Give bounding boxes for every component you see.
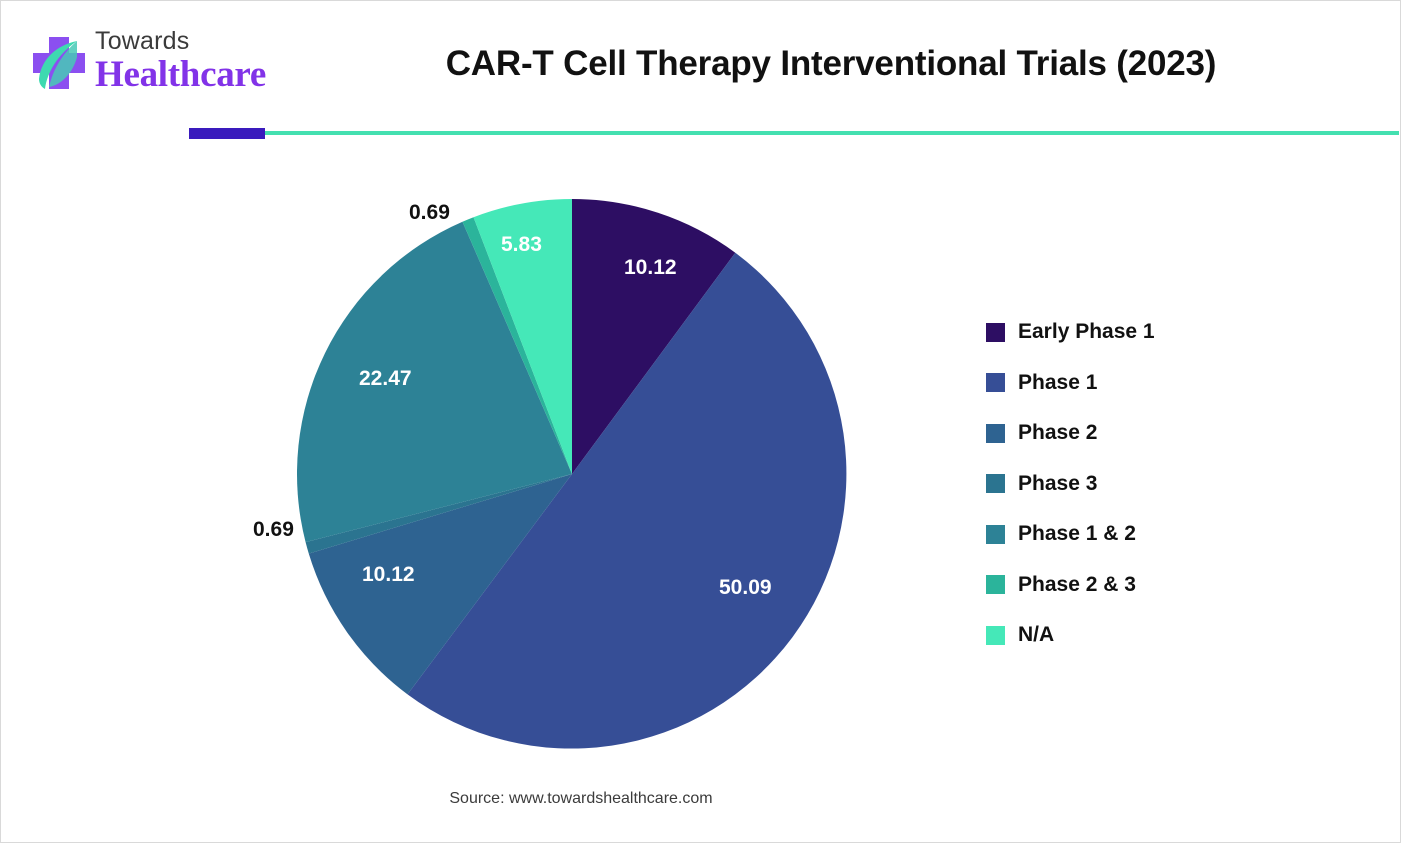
legend-color-swatch [986, 575, 1005, 595]
pie-slice[interactable] [296, 221, 572, 543]
legend-color-swatch [986, 322, 1005, 342]
legend-item-label: Phase 1 [1018, 370, 1098, 394]
pie-chart: 10.12 50.09 10.12 0.69 22.47 0.69 5.83 [181, 161, 981, 801]
brand-logo: Towards Healthcare [27, 25, 277, 109]
legend-color-swatch [986, 423, 1005, 443]
chart-legend: Early Phase 1 Phase 1 Phase 2 Phase 3 Phase … [986, 307, 1316, 661]
pie-slice[interactable] [572, 199, 736, 474]
legend-color-swatch [986, 373, 1005, 393]
legend-color-swatch [986, 524, 1005, 544]
page-title: CAR-T Cell Therapy Interventional Trials… [445, 44, 1217, 83]
divider-accent-bar [189, 128, 265, 139]
legend-item[interactable]: Early Phase 1 [986, 307, 1316, 358]
pie-slice-value-label: 10.12 [362, 563, 415, 586]
legend-item-label: Phase 1 & 2 [1018, 522, 1136, 546]
legend-item[interactable]: Phase 2 & 3 [986, 560, 1316, 611]
source-caption: Source: www.towardshealthcare.com [449, 790, 713, 807]
pie-slice[interactable] [462, 217, 572, 475]
pie-slice[interactable] [407, 252, 847, 749]
legend-color-swatch [986, 474, 1005, 494]
pie-slice-value-label: 5.83 [501, 233, 542, 256]
pie-slice[interactable] [305, 474, 572, 554]
pie-slice-value-label: 22.47 [359, 367, 412, 390]
legend-item[interactable]: Phase 1 & 2 [986, 509, 1316, 560]
pie-chart-svg [296, 199, 847, 749]
legend-item[interactable]: Phase 2 [986, 408, 1316, 459]
pie-slice-value-label: 10.12 [624, 256, 677, 279]
title-divider [189, 128, 1399, 139]
brand-logo-top-text: Towards [95, 27, 190, 55]
medical-cross-leaf-logo-icon [33, 37, 85, 89]
legend-item[interactable]: Phase 1 [986, 358, 1316, 409]
legend-item[interactable]: N/A [986, 610, 1316, 661]
legend-item-label: Early Phase 1 [1018, 320, 1155, 344]
legend-item-label: Phase 3 [1018, 471, 1098, 495]
pie-slice-value-label: 0.69 [409, 201, 450, 224]
pie-slice[interactable] [308, 474, 572, 695]
legend-color-swatch [986, 625, 1005, 645]
brand-logo-bottom-text: Healthcare [95, 54, 266, 95]
legend-item-label: Phase 2 [1018, 421, 1098, 445]
legend-item-label: N/A [1018, 623, 1055, 647]
legend-item-label: Phase 2 & 3 [1018, 572, 1136, 596]
pie-slice[interactable] [473, 199, 572, 474]
pie-slice-value-label: 0.69 [253, 518, 294, 541]
pie-slice-value-label: 50.09 [719, 576, 772, 599]
legend-item[interactable]: Phase 3 [986, 459, 1316, 510]
divider-line [189, 131, 1399, 135]
pie-slice-group [296, 199, 847, 749]
brand-logo-text: Towards Healthcare [95, 27, 280, 95]
